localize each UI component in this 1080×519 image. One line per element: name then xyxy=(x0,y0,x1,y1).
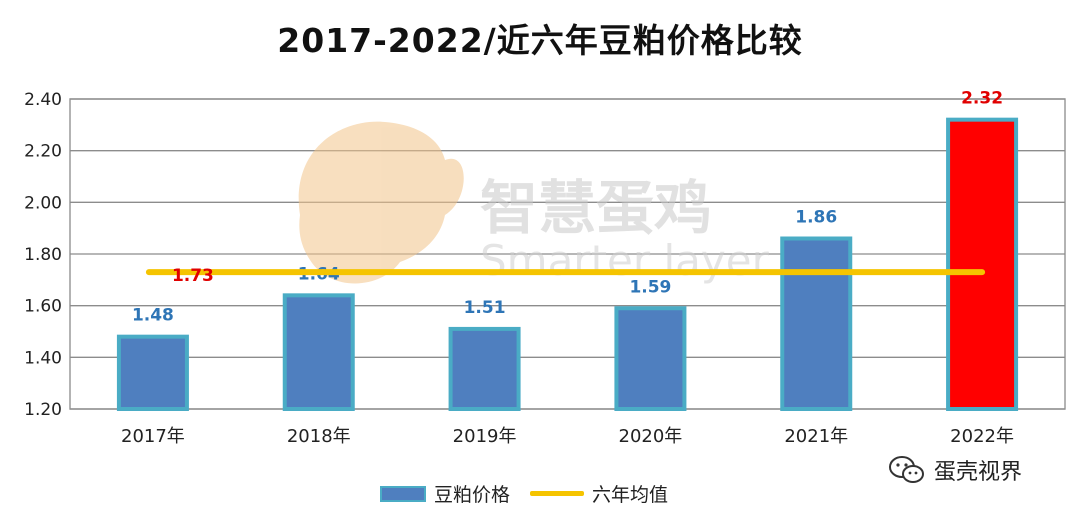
chart-title: 2017-2022/近六年豆粕价格比较 xyxy=(277,21,803,60)
legend-swatch-line xyxy=(530,491,585,496)
legend-item-average: 六年均值 xyxy=(530,480,668,507)
y-tick-label: 2.00 xyxy=(24,193,62,213)
chicken-logo-icon xyxy=(298,121,464,284)
x-tick-label: 2022年 xyxy=(950,426,1014,447)
source-watermark: 蛋壳视界 xyxy=(888,454,1022,486)
bar xyxy=(780,236,853,411)
legend-swatch-bar xyxy=(380,485,426,502)
bar xyxy=(116,334,189,411)
data-label: 1.59 xyxy=(629,277,671,297)
x-tick-label: 2018年 xyxy=(287,426,351,447)
legend: 豆粕价格 六年均值 xyxy=(380,480,676,507)
x-tick-label: 2019年 xyxy=(453,426,517,447)
watermark-text: 蛋壳视界 xyxy=(934,460,1023,485)
wechat-icon xyxy=(889,456,924,483)
y-tick-label: 2.20 xyxy=(24,142,62,162)
legend-label-average: 六年均值 xyxy=(592,484,669,506)
y-tick-label: 1.60 xyxy=(24,297,62,317)
data-label: 1.86 xyxy=(795,208,837,228)
bar xyxy=(448,326,521,411)
y-tick-label: 1.80 xyxy=(24,245,62,265)
data-label: 2.32 xyxy=(961,89,1003,109)
data-label: 1.48 xyxy=(132,306,174,326)
legend-label-price: 豆粕价格 xyxy=(434,484,511,506)
x-tick-label: 2020年 xyxy=(619,426,683,447)
y-tick-label: 2.40 xyxy=(24,90,62,110)
logo-text-en: Smarter layer xyxy=(480,236,770,285)
average-label: 1.73 xyxy=(172,266,214,286)
bar xyxy=(946,117,1019,412)
legend-item-price: 豆粕价格 xyxy=(380,480,510,507)
data-label: 1.51 xyxy=(464,298,506,318)
bar-chart: 1.20 1.40 1.60 1.80 2.00 2.20 2.40 智慧蛋鸡Smarter … xyxy=(24,89,1066,447)
logo-text-cn: 智慧蛋鸡 xyxy=(480,174,712,242)
y-tick-label: 1.40 xyxy=(24,348,62,368)
bar xyxy=(614,306,687,411)
x-tick-label: 2017年 xyxy=(121,426,185,447)
x-tick-label: 2021年 xyxy=(784,426,848,447)
bar xyxy=(282,293,355,412)
y-tick-label: 1.20 xyxy=(24,400,62,420)
